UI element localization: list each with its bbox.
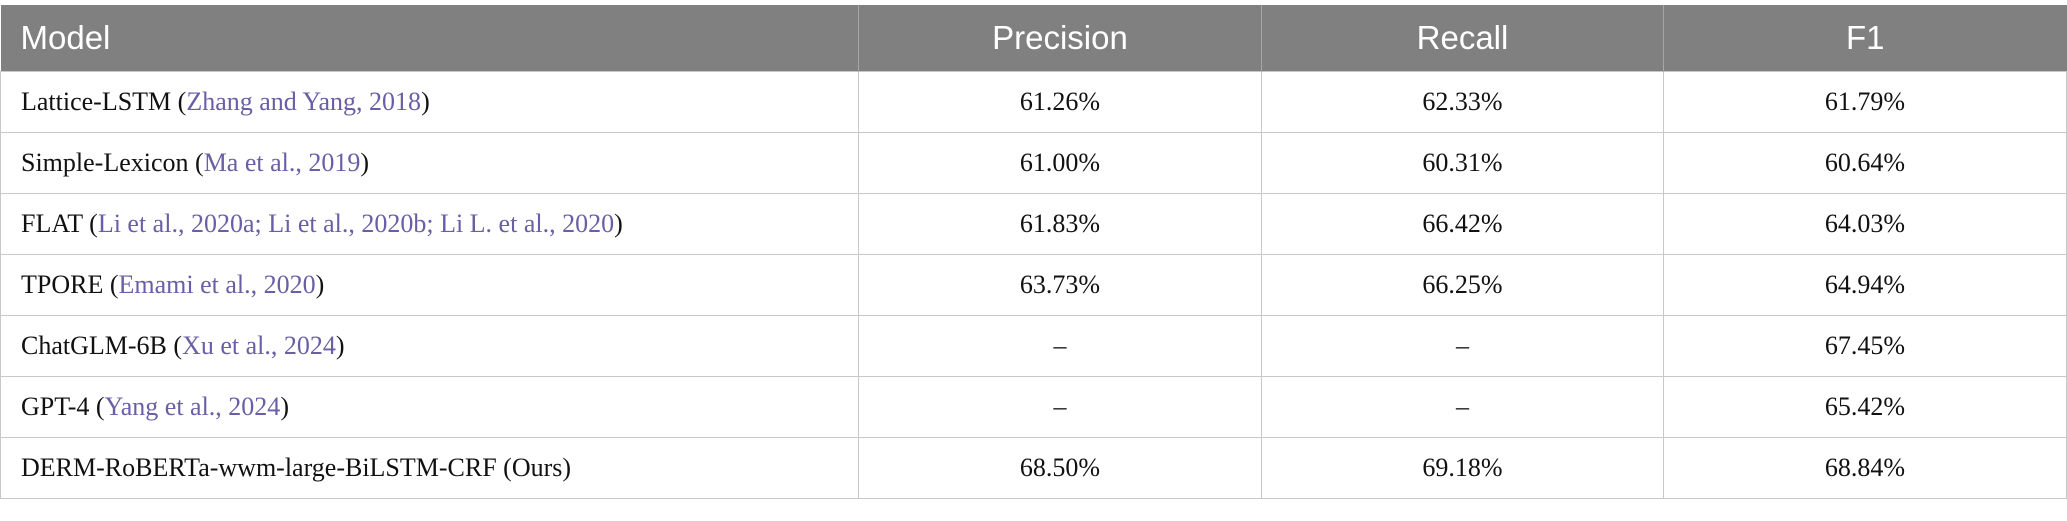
metric-cell: – — [858, 315, 1262, 377]
model-name: ) — [335, 331, 345, 360]
table-row: TPORE (Emami et al., 2020) 63.73% 66.25% 64… — [0, 254, 2067, 316]
table-row: Lattice-LSTM (Zhang and Yang, 2018) 61.26… — [0, 71, 2067, 133]
metric-cell: 61.79% — [1663, 71, 2067, 133]
table-row: FLAT (Li et al., 2020a; Li et al., 2020b… — [0, 193, 2067, 255]
model-name: ) — [315, 270, 325, 299]
metric-cell: 60.64% — [1663, 132, 2067, 194]
model-name: ChatGLM-6B ( — [21, 331, 183, 360]
metric-cell: 61.83% — [858, 193, 1262, 255]
model-cell: Simple-Lexicon (Ma et al., 2019) — [0, 132, 859, 194]
table-row: DERM-RoBERTa-wwm-large-BiLSTM-CRF (Ours)… — [0, 437, 2067, 499]
model-name: FLAT ( — [21, 209, 98, 238]
header-cell: Recall — [1261, 5, 1664, 72]
metric-cell: 69.18% — [1261, 437, 1664, 499]
metric-cell: – — [858, 376, 1262, 438]
metric-cell: 60.31% — [1261, 132, 1664, 194]
model-cell: TPORE (Emami et al., 2020) — [0, 254, 859, 316]
table-container: Model Precision Recall F1 Lattice-LSTM (Zha… — [0, 5, 2067, 499]
metric-cell: 61.26% — [858, 71, 1262, 133]
model-name: DERM-RoBERTa-wwm-large-BiLSTM-CRF (Ours) — [21, 453, 572, 482]
header-row: Model Precision Recall F1 — [0, 5, 2067, 72]
table-row: ChatGLM-6B (Xu et al., 2024) – –67.45% — [0, 315, 2067, 377]
header-cell: Precision — [858, 5, 1262, 72]
metric-cell: 62.33% — [1261, 71, 1664, 133]
metric-cell: – — [1261, 315, 1664, 377]
citation: Li et al., 2020a; Li et al., 2020b; Li L… — [97, 209, 615, 238]
metric-cell: 63.73% — [858, 254, 1262, 316]
model-cell: ChatGLM-6B (Xu et al., 2024) — [0, 315, 859, 377]
model-name: Simple-Lexicon ( — [21, 148, 204, 177]
citation: Ma et al., 2019 — [203, 148, 361, 177]
citation: Emami et al., 2020 — [118, 270, 316, 299]
model-name: ) — [360, 148, 370, 177]
table-row: GPT-4 (Yang et al., 2024) – –65.42% — [0, 376, 2067, 438]
table-row: Simple-Lexicon (Ma et al., 2019) 61.00% 60… — [0, 132, 2067, 194]
header-cell: F1 — [1663, 5, 2067, 72]
model-cell: GPT-4 (Yang et al., 2024) — [0, 376, 859, 438]
model-name: ) — [614, 209, 623, 238]
metric-cell: 65.42% — [1663, 376, 2067, 438]
citation: Xu et al., 2024 — [182, 331, 336, 360]
model-name: TPORE ( — [21, 270, 119, 299]
model-name: ) — [421, 87, 430, 116]
model-cell: Lattice-LSTM (Zhang and Yang, 2018) — [0, 71, 859, 133]
metric-cell: 66.25% — [1261, 254, 1664, 316]
header-cell: Model — [0, 5, 859, 72]
model-name: ) — [280, 392, 289, 421]
citation: Yang et al., 2024 — [104, 392, 281, 421]
metric-cell: 64.94% — [1663, 254, 2067, 316]
metric-cell: 64.03% — [1663, 193, 2067, 255]
metric-cell: 68.84% — [1663, 437, 2067, 499]
metric-cell: 67.45% — [1663, 315, 2067, 377]
citation: Zhang and Yang, 2018 — [186, 87, 422, 116]
model-name: Lattice-LSTM ( — [21, 87, 187, 116]
metric-cell: 68.50% — [858, 437, 1262, 499]
metric-cell: 61.00% — [858, 132, 1262, 194]
metric-cell: – — [1261, 376, 1664, 438]
metric-cell: 66.42% — [1261, 193, 1664, 255]
model-cell: DERM-RoBERTa-wwm-large-BiLSTM-CRF (Ours) — [0, 437, 859, 499]
table-body: Lattice-LSTM (Zhang and Yang, 2018) 61.26… — [0, 71, 2067, 499]
results-table: Model Precision Recall F1 Lattice-LSTM (Zha… — [0, 5, 2067, 499]
model-cell: FLAT (Li et al., 2020a; Li et al., 2020b… — [0, 193, 859, 255]
model-name: GPT-4 ( — [21, 392, 105, 421]
